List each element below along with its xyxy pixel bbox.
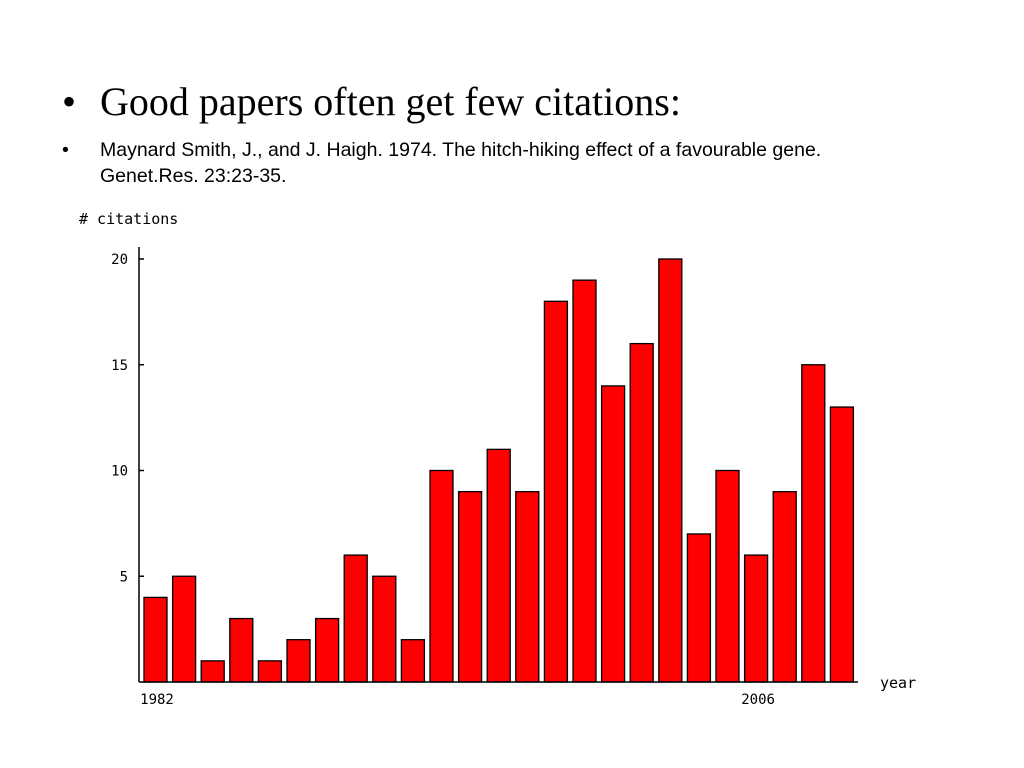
bar <box>515 490 540 683</box>
reference-line-2: Genet.Res. 23:23-35. <box>100 165 287 187</box>
bar <box>372 575 397 683</box>
bar <box>715 469 740 683</box>
slide-title: • Good papers often get few citations: <box>62 78 1002 126</box>
bar <box>171 575 197 683</box>
bar <box>772 490 797 683</box>
bar <box>829 406 855 683</box>
bar <box>343 554 368 683</box>
x-axis-label: year <box>880 674 916 692</box>
bars <box>143 258 855 683</box>
bar <box>629 342 654 683</box>
bar <box>429 469 454 683</box>
y-ticks: 5 10 15 20 <box>111 252 144 585</box>
y-axis-label: # citations <box>79 210 178 228</box>
bar <box>486 448 511 683</box>
bar <box>257 660 283 683</box>
bullet-glyph-small: • <box>62 139 69 161</box>
bar <box>686 533 712 683</box>
x-tick-label: 2006 <box>741 692 775 708</box>
bar <box>801 364 826 683</box>
y-tick-label: 20 <box>111 252 128 268</box>
title-text: Good papers often get few citations: <box>100 79 681 124</box>
bar <box>543 300 569 683</box>
bar <box>143 596 168 683</box>
bar <box>743 554 769 683</box>
y-tick-label: 15 <box>111 358 128 374</box>
y-tick-label: 10 <box>111 464 128 480</box>
bar <box>314 617 340 683</box>
x-tick-label: 1982 <box>140 692 174 708</box>
bar <box>200 660 225 683</box>
bar <box>457 490 483 683</box>
reference-text: Maynard Smith, J., and J. Haigh. 1974. T… <box>100 137 980 189</box>
y-tick-label: 5 <box>120 569 128 585</box>
bullet-glyph: • <box>62 79 77 124</box>
bar <box>229 617 254 683</box>
x-ticks: 1982 2006 <box>140 692 775 708</box>
bar <box>600 385 626 683</box>
bar <box>400 639 426 683</box>
bar <box>658 258 683 683</box>
bar <box>572 279 597 683</box>
bar <box>286 639 311 683</box>
reference-line-1: Maynard Smith, J., and J. Haigh. 1974. T… <box>100 139 822 161</box>
